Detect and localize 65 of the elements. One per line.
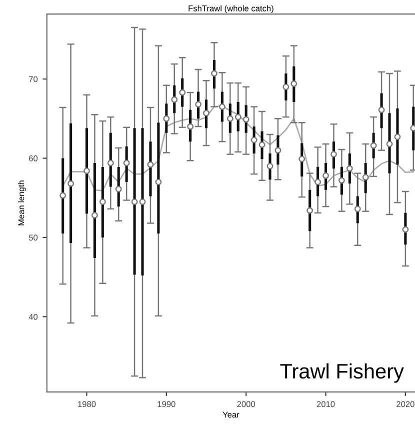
point <box>290 80 298 87</box>
point <box>362 174 369 180</box>
point <box>282 84 290 90</box>
bar <box>70 123 72 243</box>
point <box>234 114 242 120</box>
line-series <box>62 105 414 192</box>
point <box>314 178 322 186</box>
x-tick-label: 2010 <box>316 401 335 408</box>
point <box>402 226 409 233</box>
point <box>346 165 353 172</box>
point <box>147 161 154 168</box>
point <box>322 172 329 179</box>
point <box>203 110 210 116</box>
point <box>163 115 170 122</box>
point <box>155 178 162 186</box>
point <box>226 115 234 122</box>
point <box>187 123 194 130</box>
point <box>68 180 74 187</box>
point <box>338 177 345 184</box>
point <box>210 70 218 77</box>
x-tick-label: 1980 <box>78 401 96 408</box>
point <box>306 207 314 214</box>
bar <box>62 158 64 234</box>
point <box>386 140 393 148</box>
point <box>195 101 202 108</box>
bar <box>157 122 160 234</box>
x-tick-label: 2000 <box>237 401 256 408</box>
x-axis-title: Year <box>222 412 240 418</box>
point <box>330 151 337 158</box>
point <box>107 160 114 166</box>
point <box>179 89 186 96</box>
point <box>370 142 377 149</box>
point <box>60 192 66 199</box>
bar <box>133 128 136 275</box>
point <box>84 168 90 174</box>
x-tick-label: 1990 <box>158 401 176 408</box>
point <box>131 198 138 206</box>
y-tick-label: 50 <box>28 234 38 241</box>
point <box>242 116 250 123</box>
point <box>378 106 385 114</box>
y-axis-title: Mean length <box>18 180 26 226</box>
bar <box>93 162 96 258</box>
point <box>354 206 361 212</box>
point <box>266 162 274 170</box>
chart-title: FshTrawl (whole catch) <box>188 5 274 14</box>
x-tick-label: 2020 <box>396 401 414 408</box>
y-tick-label: 70 <box>29 76 38 82</box>
point <box>250 136 258 144</box>
point <box>115 186 122 192</box>
point <box>91 212 98 218</box>
bar <box>141 128 144 276</box>
point <box>171 96 178 103</box>
point <box>394 134 401 140</box>
point <box>274 147 282 154</box>
bar <box>388 113 391 174</box>
point <box>298 156 306 162</box>
bar <box>85 128 88 214</box>
y-tick-label: 60 <box>29 155 38 162</box>
annotation: Trawl Fishery <box>280 363 404 383</box>
point <box>123 160 130 166</box>
y-tick-label: 40 <box>28 314 38 320</box>
point <box>218 104 226 110</box>
point <box>258 142 266 148</box>
point <box>139 198 146 206</box>
point <box>99 198 106 206</box>
